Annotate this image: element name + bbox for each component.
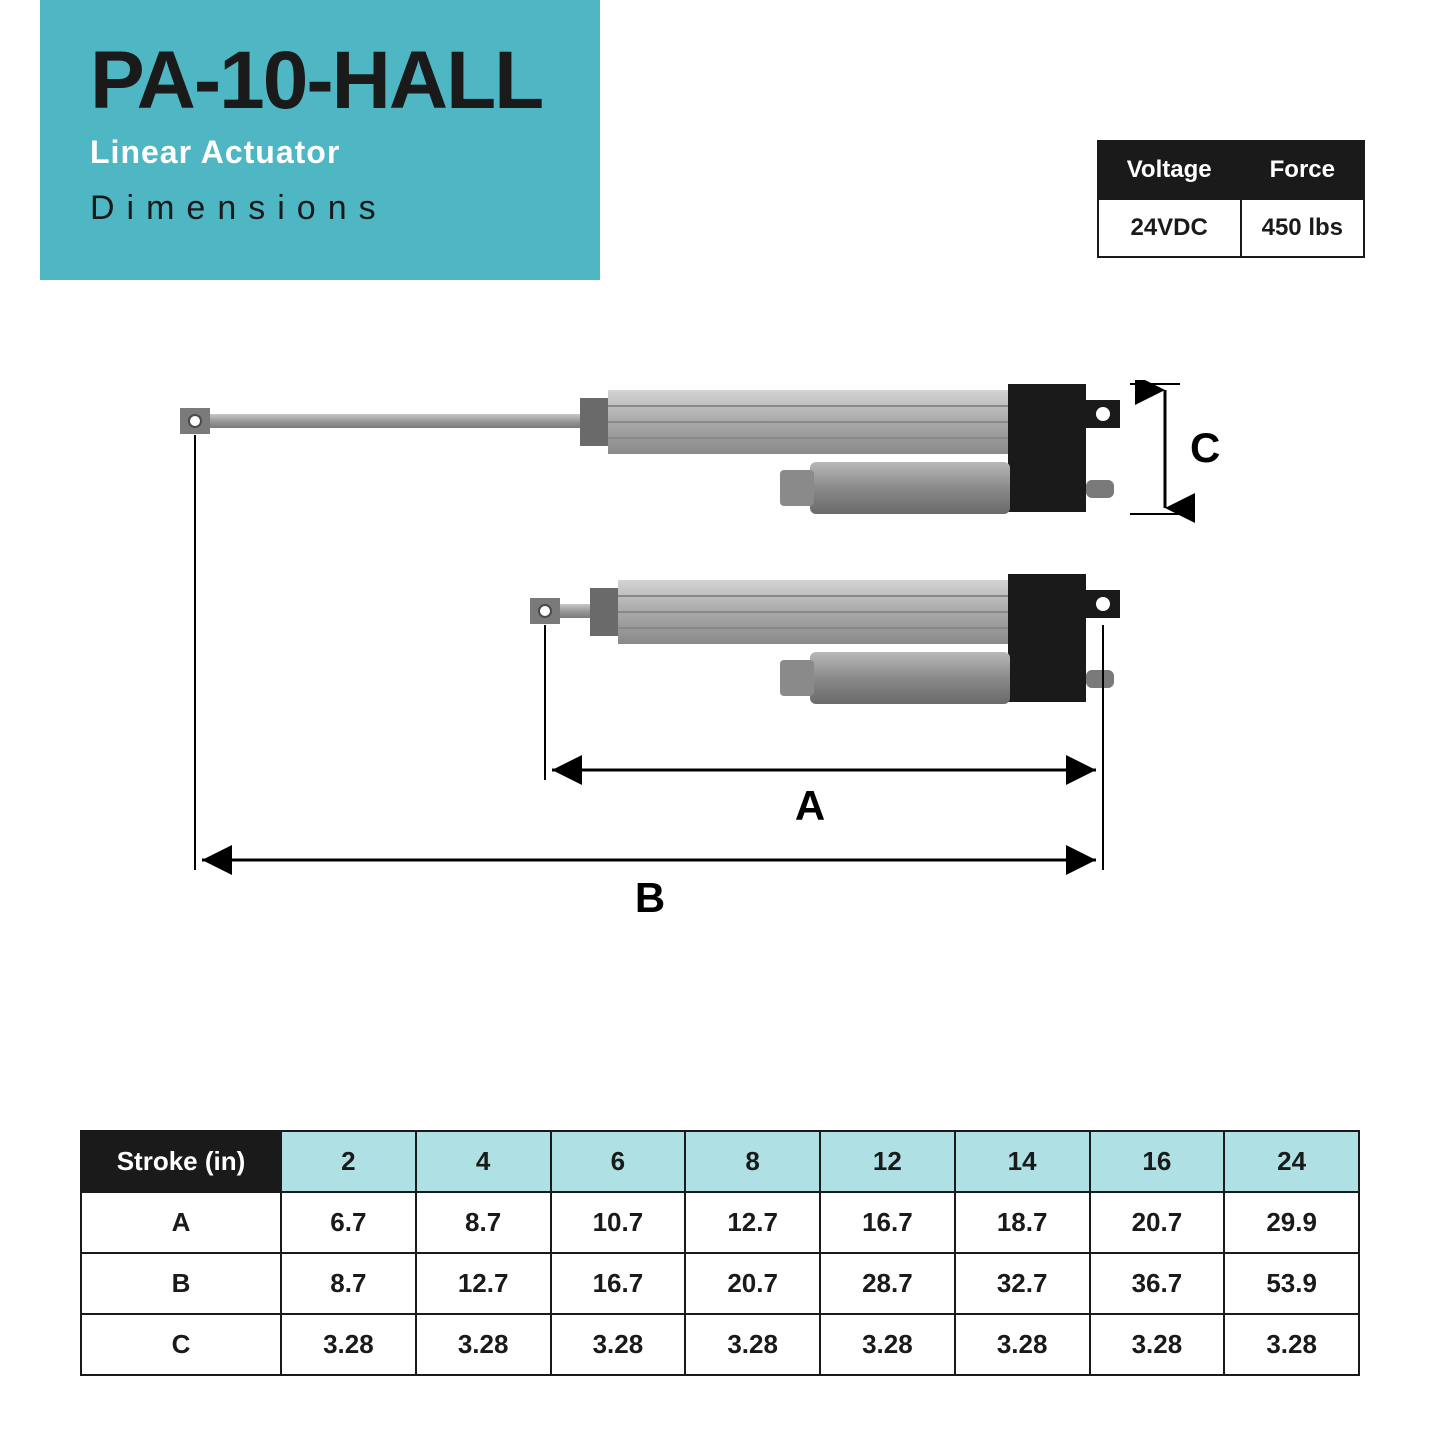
- dim-label-b: B: [635, 874, 665, 921]
- cell: 3.28: [281, 1314, 416, 1375]
- cell: 6.7: [281, 1192, 416, 1253]
- cell: 28.7: [820, 1253, 955, 1314]
- cell: 8.7: [281, 1253, 416, 1314]
- table-row: C 3.28 3.28 3.28 3.28 3.28 3.28 3.28 3.2…: [81, 1314, 1359, 1375]
- spec-col-force: Force: [1241, 141, 1364, 199]
- cell: 3.28: [1090, 1314, 1225, 1375]
- cell: 3.28: [416, 1314, 551, 1375]
- actuator-retracted: [530, 574, 1120, 704]
- product-subtitle: Linear Actuator: [90, 134, 570, 171]
- stroke-col: 4: [416, 1131, 551, 1192]
- cell: 12.7: [416, 1253, 551, 1314]
- cell: 36.7: [1090, 1253, 1225, 1314]
- cell: 32.7: [955, 1253, 1090, 1314]
- cell: 53.9: [1224, 1253, 1359, 1314]
- cell: 20.7: [685, 1253, 820, 1314]
- row-label-c: C: [81, 1314, 281, 1375]
- product-title: PA-10-HALL: [90, 40, 570, 122]
- stroke-col: 6: [551, 1131, 686, 1192]
- cell: 20.7: [1090, 1192, 1225, 1253]
- header-block: PA-10-HALL Linear Actuator Dimensions: [40, 0, 600, 280]
- cell: 16.7: [551, 1253, 686, 1314]
- actuator-extended: [180, 384, 1120, 514]
- table-row: B 8.7 12.7 16.7 20.7 28.7 32.7 36.7 53.9: [81, 1253, 1359, 1314]
- dimensions-table: Stroke (in) 2 4 6 8 12 14 16 24 A 6.7 8.…: [80, 1130, 1360, 1376]
- cell: 3.28: [955, 1314, 1090, 1375]
- stroke-col: 2: [281, 1131, 416, 1192]
- stroke-col: 16: [1090, 1131, 1225, 1192]
- table-header-row: Stroke (in) 2 4 6 8 12 14 16 24: [81, 1131, 1359, 1192]
- table-row: A 6.7 8.7 10.7 12.7 16.7 18.7 20.7 29.9: [81, 1192, 1359, 1253]
- cell: 3.28: [551, 1314, 686, 1375]
- stroke-col: 12: [820, 1131, 955, 1192]
- spec-table: Voltage Force 24VDC 450 lbs: [1097, 140, 1365, 258]
- cell: 3.28: [820, 1314, 955, 1375]
- row-label-b: B: [81, 1253, 281, 1314]
- cell: 16.7: [820, 1192, 955, 1253]
- dim-label-a: A: [795, 782, 825, 829]
- cell: 3.28: [685, 1314, 820, 1375]
- spec-val-force: 450 lbs: [1241, 199, 1364, 257]
- cell: 8.7: [416, 1192, 551, 1253]
- stroke-col: 8: [685, 1131, 820, 1192]
- dim-label-c: C: [1190, 424, 1220, 471]
- cell: 3.28: [1224, 1314, 1359, 1375]
- cell: 12.7: [685, 1192, 820, 1253]
- cell: 10.7: [551, 1192, 686, 1253]
- actuator-diagram: C A B: [180, 380, 1300, 940]
- cell: 29.9: [1224, 1192, 1359, 1253]
- stroke-col: 14: [955, 1131, 1090, 1192]
- row-label-a: A: [81, 1192, 281, 1253]
- stroke-col: 24: [1224, 1131, 1359, 1192]
- stroke-header: Stroke (in): [81, 1131, 281, 1192]
- spec-val-voltage: 24VDC: [1098, 199, 1241, 257]
- spec-col-voltage: Voltage: [1098, 141, 1241, 199]
- cell: 18.7: [955, 1192, 1090, 1253]
- dimensions-label: Dimensions: [90, 189, 570, 228]
